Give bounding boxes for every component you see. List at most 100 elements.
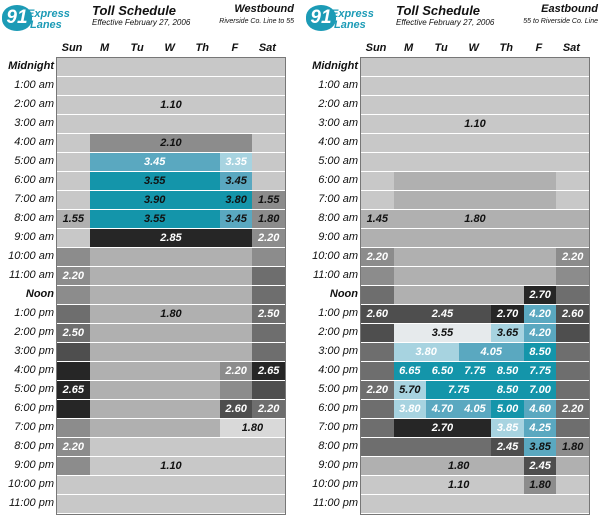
toll-cell	[89, 267, 253, 285]
schedule-title: Toll Schedule	[396, 3, 481, 18]
toll-cell: 2.65	[252, 362, 285, 380]
toll-cell: 3.35	[219, 153, 253, 171]
toll-cell	[57, 419, 90, 437]
toll-cell	[89, 381, 220, 399]
toll-cell	[361, 324, 394, 342]
toll-cell	[556, 343, 589, 361]
schedule-row: 2.20	[57, 438, 285, 457]
hour-label: Noon	[329, 288, 358, 300]
hour-label: 6:00 am	[14, 174, 54, 186]
toll-cell: 3.85	[523, 438, 557, 456]
toll-cell	[361, 153, 589, 171]
logo-word-lanes: Lanes	[30, 19, 62, 31]
schedule-row: 3.80 4.70 4.05 5.00 4.60 2.20	[361, 400, 589, 419]
eastbound-panel: 91 Express Lanes Toll Schedule Effective…	[304, 0, 600, 520]
toll-cell: 2.10	[89, 134, 253, 152]
toll-cell	[57, 476, 285, 494]
toll-cell	[252, 267, 285, 285]
toll-cell	[556, 286, 589, 304]
toll-cell: 7.00	[523, 381, 557, 399]
hour-label: 7:00 pm	[14, 421, 54, 433]
schedule-row: 2.20 2.65	[57, 362, 285, 381]
hour-label: 8:00 pm	[14, 440, 54, 452]
toll-cell: 5.00	[491, 400, 524, 418]
hour-label: 1:00 am	[14, 79, 54, 91]
schedule-row: 3.45 3.35	[57, 153, 285, 172]
hour-label: 11:00 pm	[312, 497, 358, 509]
hour-label: 9:00 am	[318, 231, 358, 243]
logo-word-lanes: Lanes	[334, 19, 366, 31]
toll-cell	[393, 267, 557, 285]
toll-grid: 1.10 2.10 3.45 3.35 3.55 3.45 3.90 3.80 1.55 1.55…	[56, 57, 286, 515]
toll-cell: 2.20	[361, 248, 394, 266]
schedule-row	[361, 229, 589, 248]
toll-cell: 2.60	[556, 305, 589, 323]
hour-label: 6:00 pm	[318, 402, 358, 414]
effective-date: Effective February 27, 2006	[92, 18, 191, 27]
direction-label: Westbound	[234, 3, 294, 15]
toll-cell	[556, 381, 589, 399]
schedule-row	[57, 343, 285, 362]
toll-cell: 5.70	[393, 381, 427, 399]
toll-cell: 1.80	[556, 438, 589, 456]
toll-cell: 4.05	[458, 400, 492, 418]
toll-cell	[57, 457, 90, 475]
schedule-row: 1.80	[57, 419, 285, 438]
schedule-row: 1.55 3.55 3.45 1.80	[57, 210, 285, 229]
toll-cell: 2.70	[491, 305, 524, 323]
schedule-row: 3.55 3.45	[57, 172, 285, 191]
toll-cell	[361, 343, 394, 361]
hour-label: 6:00 pm	[14, 402, 54, 414]
schedule-row: 2.20	[57, 267, 285, 286]
toll-cell: 1.10	[361, 115, 589, 133]
schedule-row	[361, 191, 589, 210]
toll-cell	[361, 172, 394, 190]
effective-date: Effective February 27, 2006	[396, 18, 495, 27]
toll-cell	[361, 267, 394, 285]
route-91-badge: 91	[306, 5, 336, 31]
toll-cell: 1.80	[89, 305, 253, 323]
schedule-row: 1.10	[361, 115, 589, 134]
toll-cell	[57, 286, 90, 304]
day-header: M	[99, 42, 110, 54]
toll-cell	[556, 362, 589, 380]
toll-cell	[361, 457, 394, 475]
toll-cell	[393, 438, 492, 456]
toll-cell	[57, 343, 90, 361]
toll-cell: 8.50	[491, 381, 524, 399]
schedule-row	[57, 77, 285, 96]
schedule-row	[361, 267, 589, 286]
toll-cell	[57, 229, 90, 247]
schedule-row	[361, 77, 589, 96]
toll-cell	[57, 115, 285, 133]
toll-cell: 3.55	[89, 210, 220, 228]
hour-label: 4:00 am	[14, 136, 54, 148]
toll-cell	[252, 457, 285, 475]
toll-cell: 1.10	[393, 476, 524, 494]
toll-cell	[361, 134, 589, 152]
toll-cell: 7.75	[458, 362, 492, 380]
toll-cell	[252, 248, 285, 266]
schedule-row	[361, 134, 589, 153]
toll-cell	[361, 438, 394, 456]
toll-cell: 1.55	[252, 191, 285, 209]
toll-cell: 2.65	[57, 381, 90, 399]
schedule-row	[361, 58, 589, 77]
schedule-row	[57, 115, 285, 134]
day-header: Tu	[434, 42, 448, 54]
toll-cell	[57, 134, 90, 152]
toll-cell	[89, 419, 220, 437]
toll-cell: 2.70	[523, 286, 557, 304]
toll-cell	[556, 172, 589, 190]
schedule-row	[57, 476, 285, 495]
day-header: Tu	[130, 42, 144, 54]
schedule-row: 2.60 2.20	[57, 400, 285, 419]
toll-cell: 2.20	[57, 267, 90, 285]
toll-cell	[57, 495, 285, 513]
westbound-panel: 91 Express Lanes Toll Schedule Effective…	[0, 0, 296, 520]
toll-cell	[57, 248, 90, 266]
day-header: M	[403, 42, 414, 54]
hour-label: 10:00 pm	[312, 478, 358, 490]
toll-cell: 4.20	[523, 324, 557, 342]
schedule-row: 3.90 3.80 1.55	[57, 191, 285, 210]
